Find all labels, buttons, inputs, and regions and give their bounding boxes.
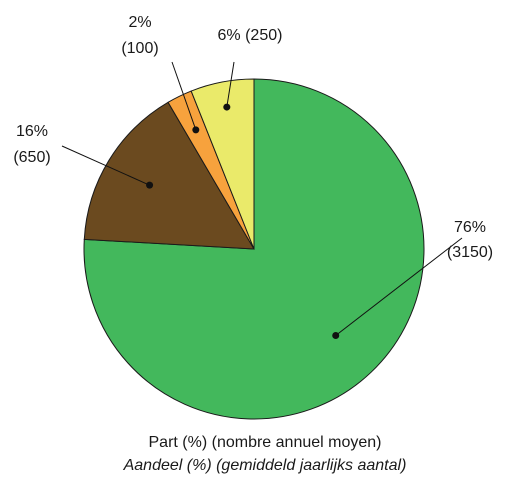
data-label: 6% (250): [218, 27, 283, 44]
leader-line: [226, 61, 235, 108]
data-label-percent: 16%: [16, 123, 48, 140]
data-label-percent: 2%: [128, 14, 151, 31]
caption-french: Part (%) (nombre annuel moyen): [148, 434, 382, 451]
slice-6-percent: [190, 78, 255, 250]
pie-chart: 76% (3150) 16% (650) 2% (100) 6% (250): [13, 14, 493, 420]
leader-line: [335, 237, 463, 336]
leader-line: [171, 61, 197, 131]
leader-line: [61, 145, 150, 186]
data-label-percent: 76%: [454, 219, 486, 236]
slice-16-percent: [83, 101, 255, 250]
data-label-count: (650): [13, 149, 50, 166]
caption-dutch: Aandeel (%) (gemiddeld jaarlijks aantal): [123, 457, 407, 474]
slice-76-percent: [83, 78, 425, 420]
data-label-count: (100): [121, 40, 158, 57]
data-label-count: (3150): [447, 244, 493, 261]
